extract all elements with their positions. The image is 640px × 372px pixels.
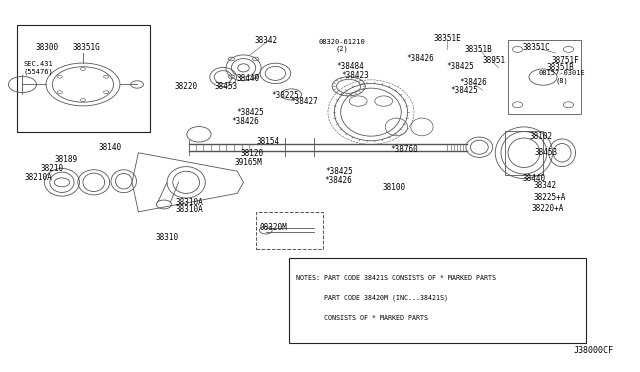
Text: *38425: *38425 (446, 61, 474, 71)
Text: 38300: 38300 (36, 43, 59, 52)
Text: 38951: 38951 (483, 56, 506, 65)
Text: 38140: 38140 (98, 143, 121, 152)
Text: *38426: *38426 (406, 54, 434, 63)
Text: *38426: *38426 (324, 176, 352, 185)
Text: J38000CF: J38000CF (574, 346, 614, 355)
FancyBboxPatch shape (17, 25, 150, 132)
Text: 38220+A: 38220+A (532, 203, 564, 213)
Text: 08157-0301E
(8): 08157-0301E (8) (539, 70, 586, 84)
Text: 38220: 38220 (175, 82, 198, 91)
FancyBboxPatch shape (289, 258, 586, 343)
Text: 39165M: 39165M (235, 158, 262, 167)
Text: 38453: 38453 (214, 82, 237, 91)
Text: *38425: *38425 (450, 86, 478, 94)
Text: NOTES: PART CODE 38421S CONSISTS OF * MARKED PARTS: NOTES: PART CODE 38421S CONSISTS OF * MA… (296, 275, 496, 280)
Text: *38427: *38427 (290, 97, 318, 106)
Text: CONSISTS OF * MARKED PARTS: CONSISTS OF * MARKED PARTS (296, 315, 428, 321)
Text: 08320M: 08320M (260, 223, 287, 232)
Text: *38760: *38760 (390, 145, 418, 154)
Text: 38100: 38100 (383, 183, 406, 192)
FancyBboxPatch shape (256, 212, 323, 249)
Text: 38453: 38453 (534, 148, 558, 157)
Text: *38484: *38484 (337, 61, 364, 71)
Text: 38440: 38440 (236, 74, 260, 83)
Text: 38210: 38210 (41, 164, 64, 173)
Text: 38351B: 38351B (547, 63, 575, 72)
Text: 38351B: 38351B (464, 45, 492, 54)
Text: 38189: 38189 (55, 155, 78, 164)
Text: 38210A: 38210A (24, 173, 52, 182)
Text: *38425: *38425 (325, 167, 353, 176)
Text: 38751F: 38751F (552, 56, 579, 65)
Text: 38225+A: 38225+A (533, 193, 566, 202)
Text: *38225: *38225 (271, 91, 299, 100)
Text: 38351C: 38351C (523, 43, 550, 52)
Text: 08320-61210
(2): 08320-61210 (2) (319, 39, 365, 52)
Text: 38440: 38440 (522, 174, 546, 183)
Text: 38310A: 38310A (175, 198, 204, 207)
Text: 38342: 38342 (533, 182, 557, 190)
Text: SEC.431
(55476): SEC.431 (55476) (24, 61, 53, 75)
Text: 38351G: 38351G (72, 43, 100, 52)
Text: 38310: 38310 (156, 233, 179, 242)
Text: *38423: *38423 (342, 71, 369, 80)
Text: 38342: 38342 (254, 36, 277, 45)
Text: PART CODE 38420M (INC...38421S): PART CODE 38420M (INC...38421S) (296, 295, 448, 301)
Text: 38310A: 38310A (175, 205, 204, 215)
Text: 38351E: 38351E (433, 34, 461, 43)
Text: *38425: *38425 (236, 108, 264, 117)
Text: *38426: *38426 (459, 78, 487, 87)
Text: 38120: 38120 (240, 150, 264, 158)
Text: 38102: 38102 (529, 132, 553, 141)
Text: *38426: *38426 (231, 116, 259, 125)
Text: 38154: 38154 (256, 137, 279, 146)
